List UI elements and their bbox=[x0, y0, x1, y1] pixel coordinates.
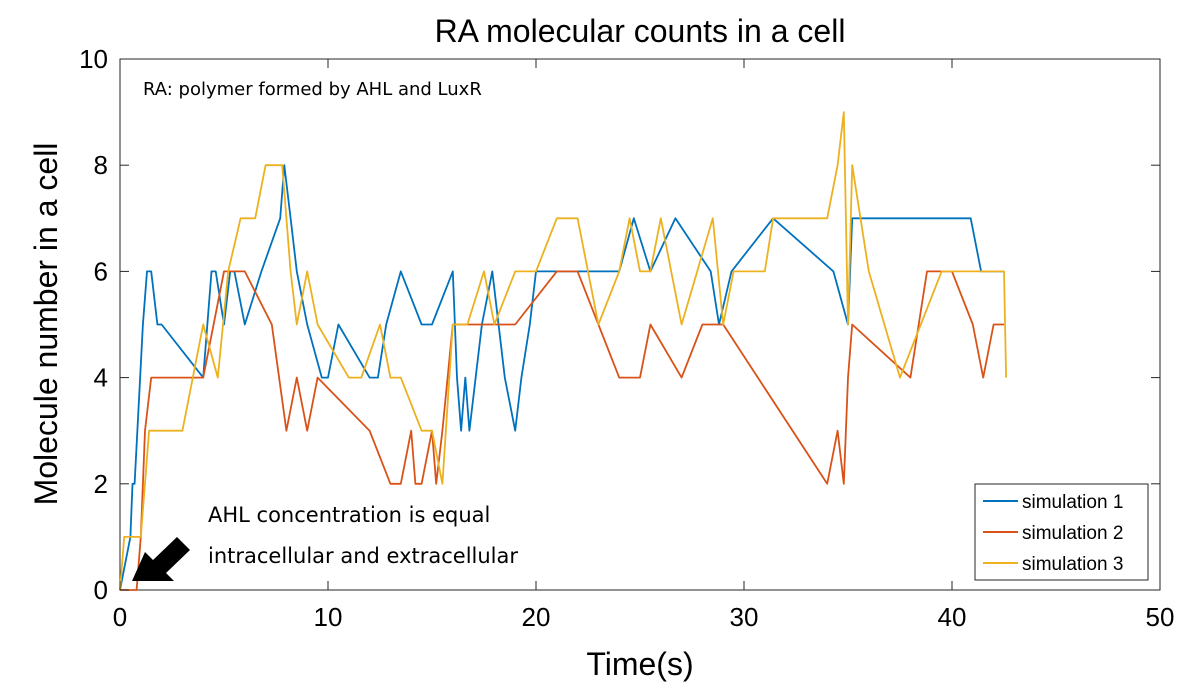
annotation-ra-definition: RA: polymer formed by AHL and LuxR bbox=[143, 79, 482, 100]
y-tick-label: 4 bbox=[94, 363, 108, 393]
x-tick-label: 10 bbox=[314, 602, 343, 632]
plot-area: 0 10 20 30 40 50 0 2 4 6 8 10 RA: polymer formed by… bbox=[79, 44, 1174, 632]
legend-label-simulation-3: simulation 3 bbox=[1022, 554, 1123, 575]
chart-title: RA molecular counts in a cell bbox=[435, 13, 846, 49]
y-tick-label: 6 bbox=[94, 256, 108, 286]
x-tick-label: 30 bbox=[730, 602, 759, 632]
annotation-ahl-line-2: intracellular and extracellular bbox=[208, 544, 518, 568]
y-tick-label: 8 bbox=[94, 150, 108, 180]
legend-label-simulation-2: simulation 2 bbox=[1022, 523, 1123, 544]
series-line-simulation-3 bbox=[119, 111, 1007, 591]
legend-label-simulation-1: simulation 1 bbox=[1022, 492, 1123, 513]
series-line-simulation-1 bbox=[119, 164, 1004, 591]
x-tick-label: 20 bbox=[522, 602, 551, 632]
tick-layer: 0 10 20 30 40 50 0 2 4 6 8 10 bbox=[79, 44, 1174, 632]
y-tick-label: 0 bbox=[94, 575, 108, 605]
annotation-arrow bbox=[132, 537, 190, 581]
y-axis-label: Molecule number in a cell bbox=[28, 143, 64, 506]
annotation-ahl-line-1: AHL concentration is equal bbox=[208, 503, 490, 527]
plot-frame bbox=[119, 58, 1161, 591]
y-tick-label: 2 bbox=[94, 469, 108, 499]
x-tick-label: 40 bbox=[938, 602, 967, 632]
x-tick-label: 0 bbox=[113, 602, 127, 632]
series-layer bbox=[119, 111, 1007, 591]
x-tick-label: 50 bbox=[1146, 602, 1175, 632]
y-tick-label: 10 bbox=[79, 44, 108, 74]
x-axis-label: Time(s) bbox=[586, 646, 693, 682]
legend: simulation 1 simulation 2 simulation 3 bbox=[974, 483, 1149, 581]
